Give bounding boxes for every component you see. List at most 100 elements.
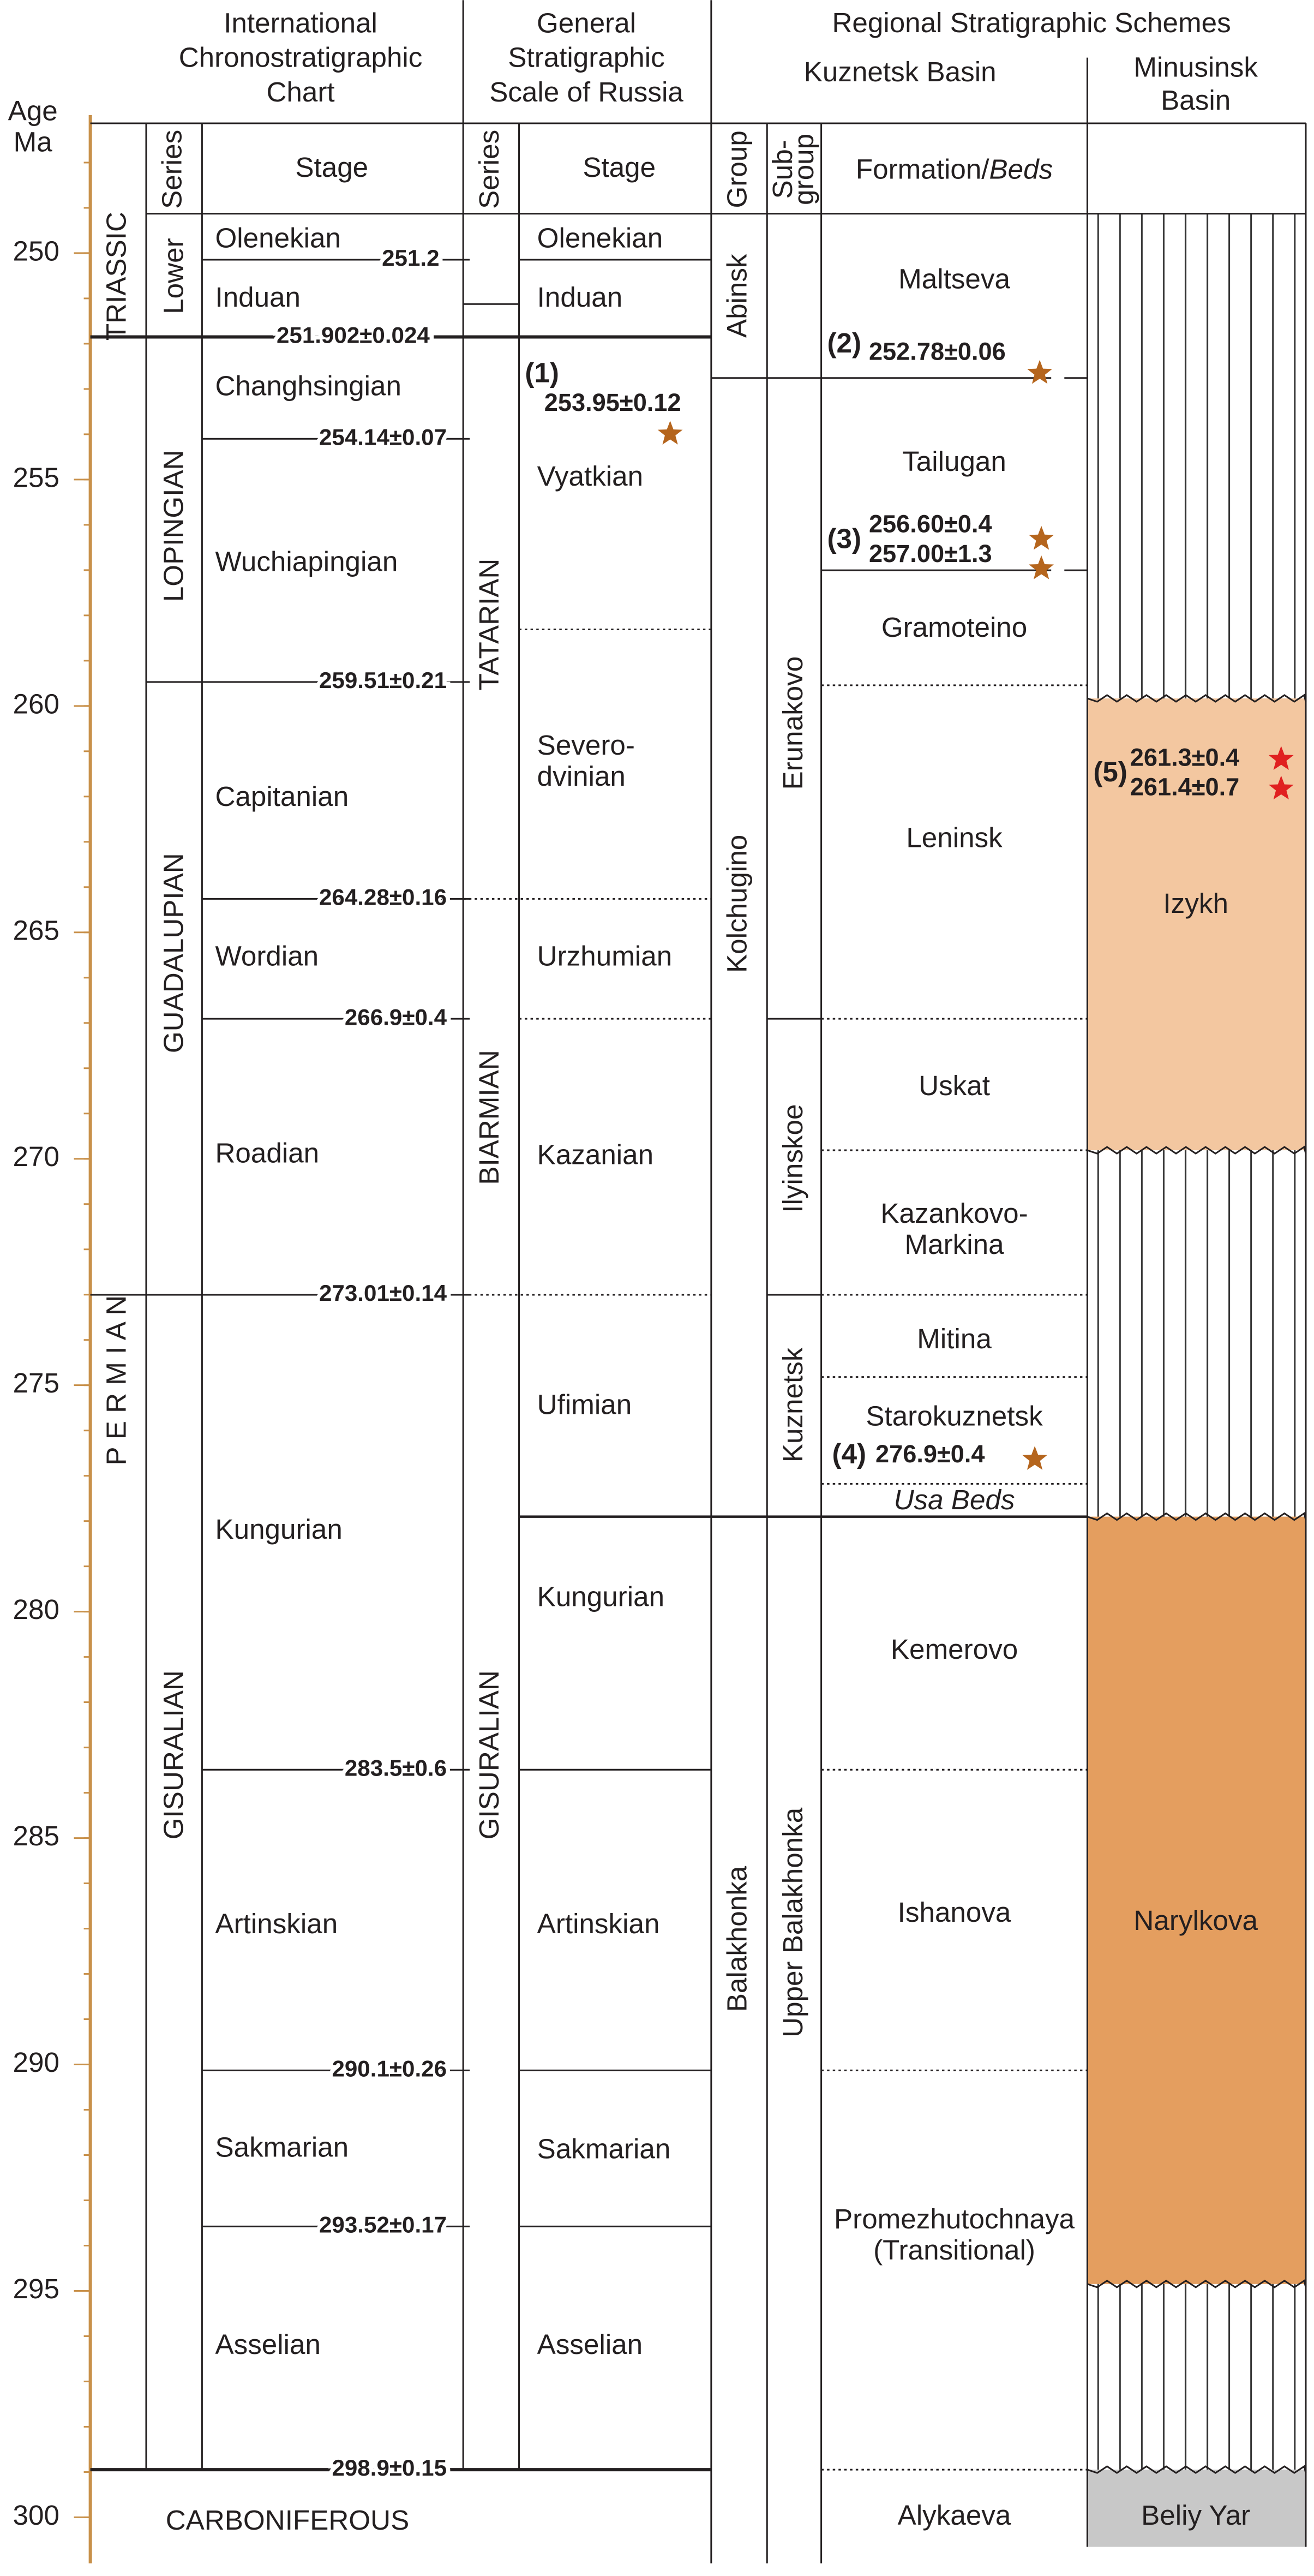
label: Promezhutochnaya (Transitional) — [834, 2203, 1075, 2265]
label-line: Minusinsk — [1133, 51, 1258, 82]
label: Gramoteino — [881, 612, 1027, 643]
label: 257.00±1.3 — [869, 540, 992, 567]
label: Kemerovo — [891, 1634, 1018, 1665]
label: Kungurian — [215, 1514, 342, 1545]
label: Series — [157, 130, 188, 209]
label: 261.4±0.7 — [1130, 773, 1240, 801]
label: Capitanian — [215, 781, 349, 812]
label: (4) — [832, 1438, 867, 1469]
unconformity — [1087, 2279, 1307, 2288]
label: Maltseva — [898, 264, 1010, 295]
label: Ufimian — [537, 1389, 632, 1420]
label-line: Markina — [905, 1229, 1005, 1260]
unconformity — [1087, 1512, 1307, 1521]
axis-tick-label: 260 — [13, 688, 59, 719]
label: Wordian — [215, 940, 319, 971]
label: Kazankovo-Markina — [880, 1198, 1028, 1260]
label: Asselian — [537, 2329, 643, 2360]
label: Ilyinskoe — [777, 1104, 808, 1213]
label: 293.52±0.17 — [319, 2212, 447, 2238]
label: Beliy Yar — [1141, 2500, 1250, 2531]
narylkova-fill — [1087, 1516, 1306, 2284]
label: Asselian — [215, 2329, 320, 2360]
label: CARBONIFEROUS — [166, 2505, 410, 2536]
label: Starokuznetsk — [866, 1400, 1043, 1431]
axis-tick-label: 265 — [13, 915, 59, 946]
label: Urzhumian — [537, 940, 672, 971]
label: Age Ma — [8, 95, 58, 157]
label-line: Scale of Russia — [489, 76, 683, 107]
label: 261.3±0.4 — [1130, 743, 1240, 771]
label: (2) — [827, 327, 862, 358]
label-line: (Transitional) — [873, 2234, 1035, 2266]
label: Erunakovo — [777, 656, 808, 790]
unconformity — [1087, 694, 1307, 703]
beliy-yar-fill — [1087, 2470, 1306, 2547]
label: Induan — [215, 282, 301, 313]
axis-tick-label: 300 — [13, 2500, 59, 2531]
label: 259.51±0.21 — [319, 667, 447, 693]
label: 273.01±0.14 — [319, 1280, 447, 1306]
label: LOPINGIAN — [158, 450, 189, 602]
label: Vyatkian — [537, 461, 643, 492]
star — [1268, 775, 1294, 800]
label: Uskat — [919, 1070, 990, 1101]
label: Group — [722, 130, 753, 208]
label: Regional Stratigraphic Schemes — [832, 7, 1231, 38]
label: Alykaeva — [898, 2500, 1011, 2531]
label-line: Ma — [14, 126, 53, 157]
label: Leninsk — [906, 822, 1003, 853]
label: Sakmarian — [215, 2131, 349, 2162]
beds-label: Beds — [989, 153, 1053, 184]
star — [1022, 1446, 1047, 1470]
label: Induan — [537, 282, 623, 313]
label: Balakhonka — [722, 1866, 753, 2012]
axis-tick-label: 270 — [13, 1141, 59, 1172]
label: Kuznetsk Basin — [804, 56, 997, 87]
label: Olenekian — [537, 222, 663, 253]
label-line: Age — [8, 95, 58, 126]
label: 298.9±0.15 — [332, 2455, 447, 2481]
label: Roadian — [215, 1138, 319, 1169]
label: Sub-group — [766, 134, 819, 205]
label: 253.95±0.12 — [544, 389, 681, 416]
label: P E R M I A N — [100, 1295, 131, 1466]
label: Minusinsk Basin — [1133, 51, 1258, 115]
star — [657, 421, 683, 445]
label: 256.60±0.4 — [869, 510, 992, 538]
label-line: Chart — [266, 76, 334, 107]
label: Kungurian — [537, 1581, 664, 1612]
label: GISURALIAN — [473, 1670, 505, 1839]
label: Tailugan — [902, 446, 1006, 477]
label-line: Stratigraphic — [508, 41, 664, 73]
label: General Stratigraphic Scale of Russia — [489, 7, 683, 107]
label: GUADALUPIAN — [158, 853, 189, 1053]
label: 283.5±0.6 — [345, 1755, 447, 1780]
label-line: General — [537, 7, 636, 38]
label-line: Severo- — [537, 729, 635, 760]
label: (5) — [1093, 756, 1127, 787]
star — [1027, 360, 1053, 384]
label: Artinskian — [215, 1908, 338, 1939]
label: Series — [473, 130, 505, 209]
label-line: dvinian — [537, 761, 626, 792]
label: Mitina — [917, 1323, 992, 1354]
label: Artinskian — [537, 1908, 660, 1939]
label: 252.78±0.06 — [869, 338, 1006, 366]
label-line: Chronostratigraphic — [179, 41, 423, 73]
label: Stage — [295, 152, 368, 183]
label: 251.902±0.024 — [277, 322, 430, 348]
label-line: group — [788, 134, 819, 205]
label: Changhsingian — [215, 370, 401, 401]
formation-label: Formation/ — [856, 153, 989, 184]
label: TATARIAN — [473, 559, 505, 691]
label: BIARMIAN — [473, 1050, 505, 1185]
label: Olenekian — [215, 222, 341, 253]
label-line: International — [224, 7, 377, 38]
label: 264.28±0.16 — [319, 884, 447, 910]
label: Usa Beds — [894, 1484, 1015, 1515]
axis-tick-label: 295 — [13, 2273, 59, 2304]
axis-tick-label: 250 — [13, 235, 59, 266]
